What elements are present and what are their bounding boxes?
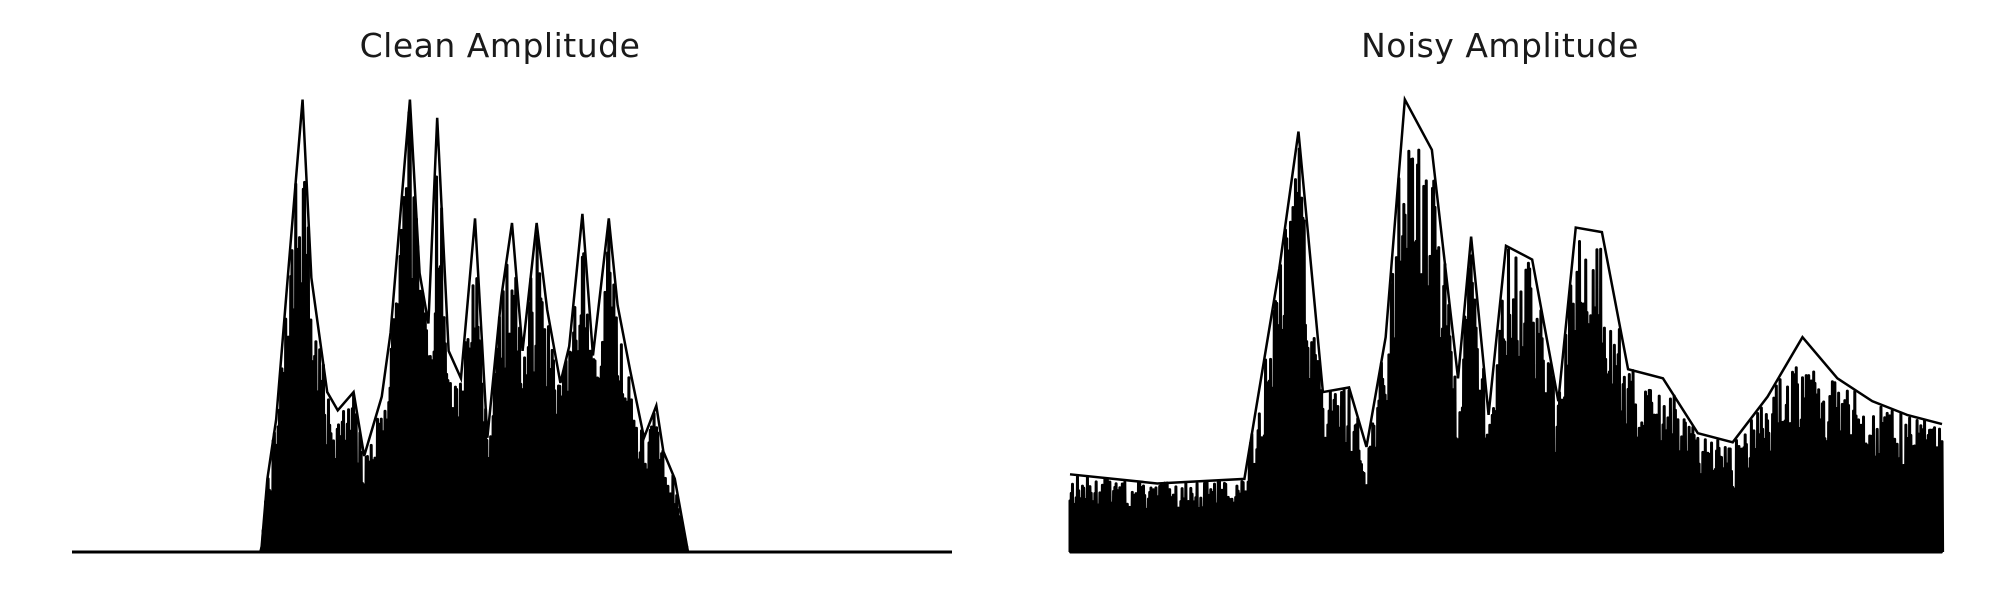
- waveform-envelope: [72, 99, 952, 554]
- noisy-amplitude-title: Noisy Amplitude: [1361, 26, 1639, 65]
- clean-amplitude-chart: Clean Amplitude: [71, 26, 953, 554]
- waveform-trace: [71, 111, 953, 554]
- noisy-amplitude-plot: [1068, 95, 1945, 554]
- noisy-amplitude-chart: Noisy Amplitude: [1000, 0, 2000, 600]
- clean-amplitude-title: Clean Amplitude: [359, 26, 641, 65]
- waveform-envelope: [1069, 95, 1943, 485]
- waveform-trace: [1068, 147, 1945, 554]
- clean-amplitude-plot: [71, 99, 953, 554]
